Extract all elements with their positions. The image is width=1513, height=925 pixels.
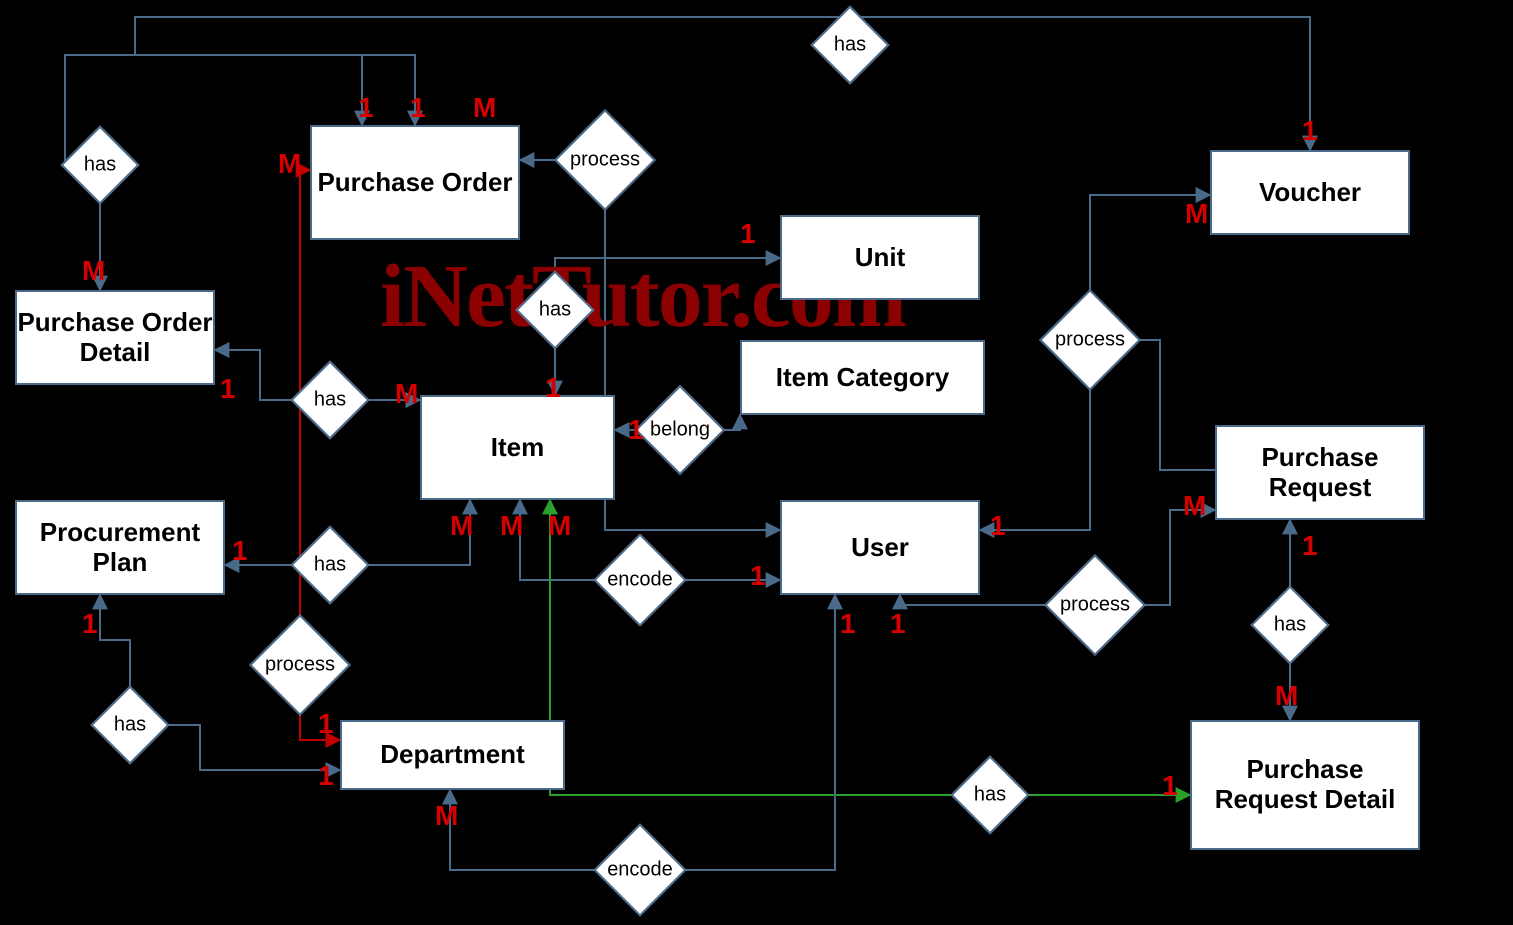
cardinality: 1: [628, 414, 644, 446]
relationship-label: has: [114, 714, 146, 737]
relationship-r_has_pr_prd: has: [1250, 585, 1329, 664]
cardinality: M: [1183, 490, 1206, 522]
relationship-label: belong: [650, 419, 710, 442]
relationship-r_has_prd: has: [950, 755, 1029, 834]
cardinality: M: [548, 510, 571, 542]
relationship-label: has: [974, 784, 1006, 807]
cardinality: 1: [82, 608, 98, 640]
cardinality: 1: [318, 760, 334, 792]
entity-prd: Purchase Request Detail: [1190, 720, 1420, 850]
entity-label: Purchase Order Detail: [17, 308, 213, 368]
edge-r_has_pp_dept-dept: [158, 725, 340, 770]
er-diagram-canvas: iNetTutor.comPurchase OrderPurchase Orde…: [0, 0, 1513, 925]
relationship-r_has_item_unit: has: [515, 270, 594, 349]
cardinality: M: [435, 800, 458, 832]
relationship-r_process_dept: process: [249, 614, 351, 716]
entity-label: Voucher: [1259, 178, 1361, 208]
entity-label: User: [851, 533, 909, 563]
cardinality: 1: [750, 560, 766, 592]
edge-r_encode_dept-dept: [450, 790, 607, 870]
relationship-label: has: [84, 154, 116, 177]
cardinality: 1: [358, 92, 374, 124]
cardinality: M: [278, 148, 301, 180]
edge-r_has_item_unit-unit: [555, 258, 780, 282]
relationship-label: process: [1060, 594, 1130, 617]
entity-label: Item Category: [776, 363, 949, 393]
relationship-r_process_voucher: process: [1039, 289, 1141, 391]
relationship-r_has_pp_dept: has: [90, 685, 169, 764]
cardinality: M: [473, 92, 496, 124]
entity-pr: Purchase Request: [1215, 425, 1425, 520]
relationship-r_has_pod_item: has: [290, 360, 369, 439]
edge-r_process_voucher-pr: [1126, 340, 1215, 470]
cardinality: 1: [1302, 115, 1318, 147]
cardinality: 1: [545, 372, 561, 404]
relationship-label: has: [834, 34, 866, 57]
entity-user: User: [780, 500, 980, 595]
entity-po: Purchase Order: [310, 125, 520, 240]
relationship-r_belong: belong: [635, 385, 726, 476]
cardinality: 1: [1162, 770, 1178, 802]
cardinality: M: [395, 378, 418, 410]
cardinality: 1: [1302, 530, 1318, 562]
edge-r_encode_dept-user: [673, 595, 835, 870]
relationship-r_encode_item: encode: [593, 533, 686, 626]
entity-label: Purchase Request Detail: [1192, 755, 1418, 815]
cardinality: M: [500, 510, 523, 542]
edge-r_has_pp_dept-pp: [100, 595, 130, 697]
entity-item: Item: [420, 395, 615, 500]
entity-label: Procurement Plan: [17, 518, 223, 578]
cardinality: M: [1275, 680, 1298, 712]
cardinality: 1: [740, 218, 756, 250]
entity-voucher: Voucher: [1210, 150, 1410, 235]
relationship-label: process: [570, 149, 640, 172]
entity-label: Item: [491, 433, 544, 463]
cardinality: 1: [220, 373, 236, 405]
relationship-label: has: [314, 389, 346, 412]
relationship-label: encode: [607, 569, 673, 592]
entity-pp: Procurement Plan: [15, 500, 225, 595]
edge-r_process_pr-user: [900, 595, 1059, 605]
entity-pod: Purchase Order Detail: [15, 290, 215, 385]
relationship-r_process_po: process: [554, 109, 656, 211]
relationship-r_has_top: has: [810, 5, 889, 84]
cardinality: M: [1185, 198, 1208, 230]
edge-r_process_voucher-user: [980, 376, 1090, 530]
edge-r_process_pr-pr: [1131, 510, 1215, 605]
cardinality: 1: [840, 608, 856, 640]
cardinality: 1: [410, 92, 426, 124]
entity-label: Unit: [855, 243, 906, 273]
entity-label: Purchase Order: [317, 168, 512, 198]
relationship-label: process: [265, 654, 335, 677]
relationship-label: encode: [607, 859, 673, 882]
relationship-label: process: [1055, 329, 1125, 352]
relationship-label: has: [1274, 614, 1306, 637]
cardinality: M: [450, 510, 473, 542]
cardinality: 1: [990, 510, 1006, 542]
relationship-r_has_pod: has: [60, 125, 139, 204]
cardinality: 1: [318, 708, 334, 740]
cardinality: M: [82, 255, 105, 287]
relationship-label: has: [314, 554, 346, 577]
relationship-r_process_pr: process: [1044, 554, 1146, 656]
edge-r_has_top-voucher: [850, 17, 1310, 150]
entity-dept: Department: [340, 720, 565, 790]
cardinality: 1: [232, 535, 248, 567]
cardinality: 1: [890, 608, 906, 640]
entity-ic: Item Category: [740, 340, 985, 415]
relationship-r_encode_dept: encode: [593, 823, 686, 916]
entity-label: Department: [380, 740, 524, 770]
relationship-label: has: [539, 299, 571, 322]
entity-unit: Unit: [780, 215, 980, 300]
relationship-r_has_pp_item: has: [290, 525, 369, 604]
entity-label: Purchase Request: [1217, 443, 1423, 503]
